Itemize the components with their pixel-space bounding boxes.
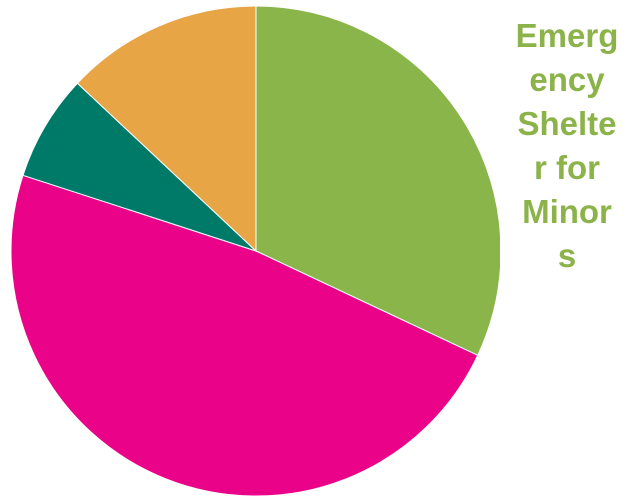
pie-slice-4 [76, 5, 257, 253]
chart-title-line-4: r for [534, 149, 600, 186]
chart-title-line-3: Shelte [517, 105, 617, 142]
pie-slice-1 [255, 5, 500, 356]
chart-title-line-5: Minor [522, 193, 612, 230]
chart-title: Emerg ency Shelte r for Minor s [502, 14, 632, 278]
chart-title-line-1: Emerg [515, 17, 619, 54]
pie-slice-2 [10, 174, 479, 496]
pie-chart-plot [10, 5, 500, 496]
pie-slice-3 [22, 82, 257, 252]
chart-title-line-6: s [557, 237, 577, 274]
chart-title-line-2: ency [529, 61, 605, 98]
